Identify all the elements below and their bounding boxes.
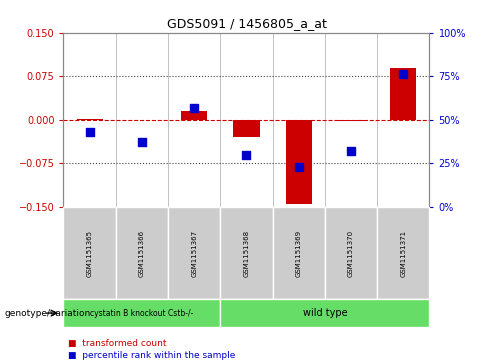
Text: wild type: wild type [303,308,347,318]
Text: GSM1151365: GSM1151365 [86,230,93,277]
Text: genotype/variation: genotype/variation [5,309,91,318]
Point [138,139,146,145]
Bar [77,119,102,120]
Text: GSM1151367: GSM1151367 [191,230,197,277]
Text: GSM1151368: GSM1151368 [244,230,249,277]
Bar [338,120,364,121]
Bar [233,120,260,137]
Text: GSM1151369: GSM1151369 [296,230,302,277]
Text: GSM1151371: GSM1151371 [400,230,407,277]
Title: GDS5091 / 1456805_a_at: GDS5091 / 1456805_a_at [166,17,326,30]
Point [243,152,250,158]
Bar [390,68,416,120]
Text: GSM1151370: GSM1151370 [348,230,354,277]
Point [347,148,355,154]
Text: cystatin B knockout Cstb-/-: cystatin B knockout Cstb-/- [90,309,194,318]
Text: ■  percentile rank within the sample: ■ percentile rank within the sample [68,351,236,360]
Point [86,129,94,135]
Text: ■  transformed count: ■ transformed count [68,339,167,347]
Text: GSM1151366: GSM1151366 [139,230,145,277]
Point [190,105,198,110]
Bar [181,111,207,120]
Point [399,72,407,77]
Bar [129,120,155,121]
Point [295,164,303,170]
Bar [285,120,312,204]
